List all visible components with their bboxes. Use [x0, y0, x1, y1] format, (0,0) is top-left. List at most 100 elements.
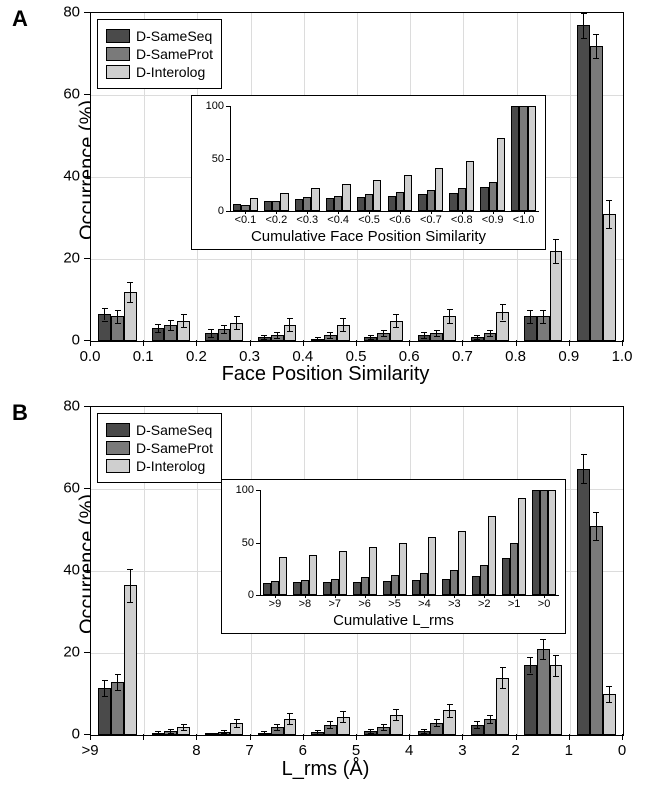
x-tick-label: 0.7: [452, 348, 473, 365]
inset-x-tick-mark: [395, 595, 396, 598]
inset-bar: [518, 498, 526, 595]
error-bar-cap: [287, 318, 293, 319]
x-tick-mark: [356, 734, 357, 740]
legend-item: D-SameSeq: [106, 422, 213, 438]
error-bar-cap: [234, 719, 240, 720]
inset-x-tick-label: <0.8: [451, 214, 473, 226]
error-bar: [609, 200, 610, 229]
inset-bar: [420, 573, 428, 595]
inset-bar: [271, 581, 279, 595]
inset-x-tick-label: <1.0: [513, 214, 535, 226]
inset-bar: [396, 192, 404, 211]
error-bar-cap: [274, 338, 280, 339]
y-tick-label: 80: [63, 4, 80, 21]
error-bar-cap: [474, 721, 480, 722]
panel-b-bar: [124, 585, 137, 735]
x-tick-mark: [90, 734, 91, 740]
inset-bar: [309, 555, 317, 595]
error-bar-cap: [168, 729, 174, 730]
error-bar: [396, 314, 397, 326]
y-tick-label: 60: [63, 480, 80, 497]
inset-x-tick-mark: [245, 211, 246, 214]
error-bar: [555, 239, 556, 264]
error-bar-cap: [447, 323, 453, 324]
inset-x-tick-label: <0.5: [358, 214, 380, 226]
panel-b-inset: 050100>9>8>7>6>5>4>3>2>1>0Cumulative L_r…: [221, 479, 566, 634]
x-tick-label: >9: [81, 742, 98, 759]
inset-bar: [301, 580, 309, 595]
inset-x-tick-mark: [424, 595, 425, 598]
error-bar-cap: [340, 722, 346, 723]
error-bar-cap: [315, 340, 321, 341]
inset-bar: [272, 201, 280, 212]
error-bar-cap: [421, 729, 427, 730]
inset-x-tick-label: >2: [478, 598, 491, 610]
inset-bar: [404, 175, 412, 211]
x-tick-mark: [143, 340, 144, 346]
error-bar-cap: [500, 688, 506, 689]
error-bar-cap: [221, 733, 227, 734]
error-bar-cap: [527, 657, 533, 658]
inset-x-tick-mark: [338, 211, 339, 214]
legend-label: D-SameSeq: [136, 28, 212, 44]
inset-x-tick-mark: [454, 595, 455, 598]
error-bar-cap: [127, 302, 133, 303]
error-bar-cap: [287, 331, 293, 332]
inset-y-tick-label: 100: [236, 484, 254, 496]
error-bar-cap: [593, 540, 599, 541]
error-bar-cap: [261, 335, 267, 336]
error-bar-cap: [221, 325, 227, 326]
panel-a-plot-area: D-SameSeqD-SameProtD-Interolog050100<0.1…: [90, 12, 624, 342]
error-bar: [502, 304, 503, 320]
error-bar-cap: [487, 330, 493, 331]
error-bar-cap: [487, 336, 493, 337]
inset-x-tick-mark: [431, 211, 432, 214]
inset-bar: [326, 198, 334, 211]
inset-x-tick-mark: [305, 595, 306, 598]
error-bar-cap: [474, 335, 480, 336]
inset-bar: [488, 516, 496, 595]
inset-bar: [450, 570, 458, 596]
error-bar-cap: [421, 332, 427, 333]
figure: A Occurrence (%) D-SameSeqD-SameProtD-In…: [0, 0, 651, 789]
inset-x-tick-label: <0.6: [389, 214, 411, 226]
inset-x-tick-mark: [276, 211, 277, 214]
x-tick-mark: [462, 340, 463, 346]
inset-bar: [480, 187, 488, 211]
inset-bar: [502, 558, 510, 595]
error-bar: [130, 282, 131, 303]
inset-bar: [250, 198, 258, 211]
inset-bar: [263, 583, 271, 595]
error-bar-cap: [327, 332, 333, 333]
error-bar: [596, 512, 597, 541]
x-tick-mark: [356, 340, 357, 346]
error-bar-cap: [540, 310, 546, 311]
x-tick-label: 8: [192, 742, 200, 759]
error-bar-cap: [540, 323, 546, 324]
error-bar-cap: [261, 731, 267, 732]
error-bar-cap: [421, 733, 427, 734]
inset-bar: [369, 547, 377, 595]
error-bar-cap: [581, 13, 587, 14]
x-tick-label: 0.4: [292, 348, 313, 365]
y-tick-mark: [84, 570, 90, 571]
error-bar-cap: [527, 323, 533, 324]
error-bar: [449, 704, 450, 716]
error-bar-cap: [102, 308, 108, 309]
panel-a: A Occurrence (%) D-SameSeqD-SameProtD-In…: [0, 0, 651, 394]
inset-x-tick-label: <0.9: [482, 214, 504, 226]
error-bar-cap: [581, 483, 587, 484]
y-tick-mark: [84, 12, 90, 13]
inset-x-tick-label: >1: [508, 598, 521, 610]
legend-label: D-SameSeq: [136, 422, 212, 438]
error-bar-cap: [581, 454, 587, 455]
error-bar-cap: [155, 735, 161, 736]
inset-x-tick-label: <0.1: [235, 214, 257, 226]
error-bar-cap: [327, 728, 333, 729]
x-tick-label: 6: [299, 742, 307, 759]
error-bar-cap: [500, 321, 506, 322]
error-bar-cap: [221, 730, 227, 731]
inset-x-tick-label: <0.7: [420, 214, 442, 226]
error-bar-cap: [606, 200, 612, 201]
x-tick-label: 0.6: [399, 348, 420, 365]
